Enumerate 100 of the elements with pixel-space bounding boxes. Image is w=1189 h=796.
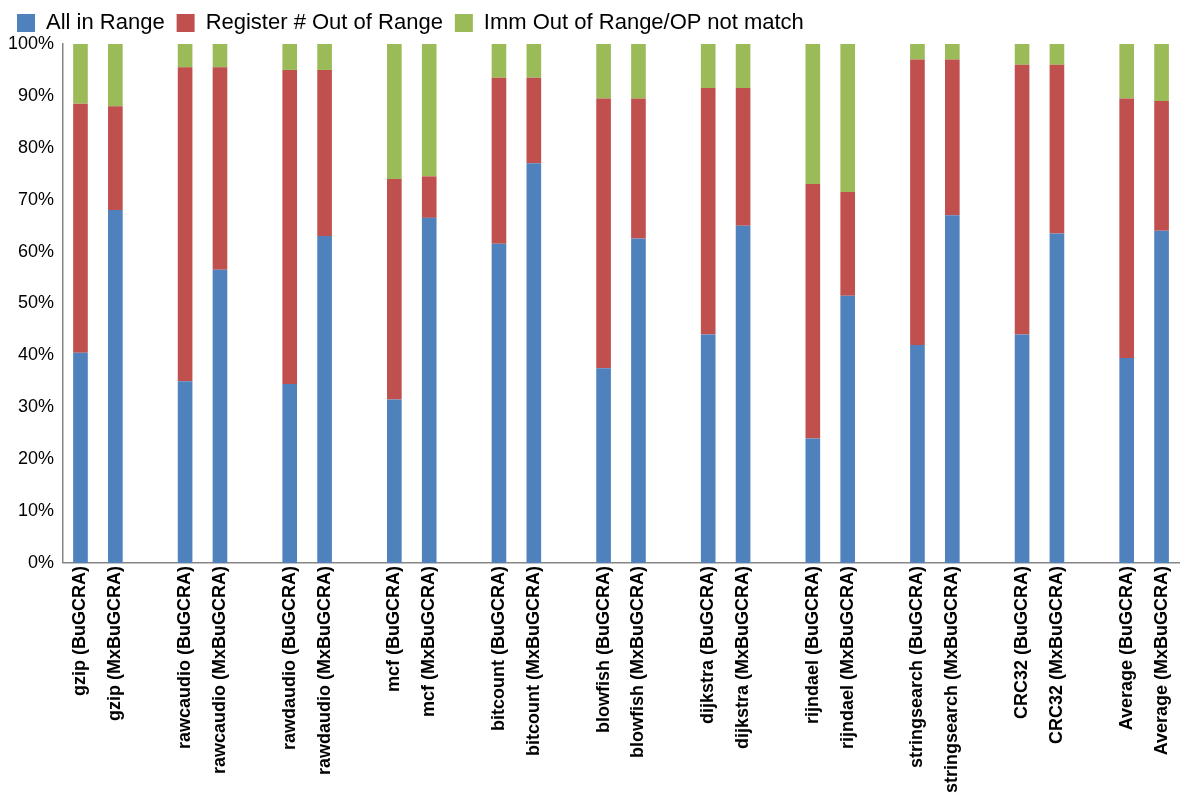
- legend-label: All in Range: [46, 9, 165, 35]
- bar: [387, 44, 402, 179]
- x-tick-label: gzip (BuGCRA): [69, 565, 90, 696]
- bar: [421, 217, 437, 563]
- bar: [212, 67, 228, 270]
- bar: [735, 225, 751, 563]
- bar: [73, 103, 88, 353]
- y-tick-label: 20%: [18, 448, 55, 469]
- bar: [805, 438, 821, 563]
- x-tick-label: rawcaudio (BuGCRA): [174, 565, 195, 749]
- bar: [1119, 98, 1135, 358]
- bar: [735, 88, 751, 226]
- bar: [1014, 64, 1030, 335]
- x-tick-label: dijkstra (MxBuGCRA): [732, 565, 753, 749]
- bar: [177, 44, 193, 68]
- bar: [1049, 44, 1065, 65]
- bar: [421, 44, 437, 177]
- x-tick-label: rijndael (BuGCRA): [801, 565, 822, 724]
- y-tick-label: 60%: [18, 240, 55, 261]
- y-tick-label: 0%: [28, 551, 55, 572]
- bar: [491, 77, 507, 244]
- bar: [945, 44, 960, 60]
- y-tick-label: 50%: [18, 292, 55, 313]
- bar: [596, 44, 611, 99]
- bar: [526, 163, 542, 563]
- bar: [1154, 101, 1169, 231]
- bar: [910, 345, 925, 563]
- y-tick-label: 40%: [18, 344, 55, 365]
- x-tick-label: Average (MxBuGCRA): [1150, 565, 1171, 756]
- bar: [73, 44, 88, 104]
- bar: [840, 295, 856, 563]
- x-tick-label: Average (BuGCRA): [1115, 565, 1136, 731]
- bar: [387, 399, 402, 563]
- y-tick-label: 10%: [18, 500, 55, 521]
- bar: [631, 238, 646, 563]
- bar: [108, 44, 123, 107]
- x-tick-label: bitcount (BuGCRA): [487, 565, 508, 731]
- bar: [945, 215, 960, 563]
- bar: [1049, 64, 1065, 234]
- y-tick-label: 90%: [18, 84, 55, 105]
- legend-label: Register # Out of Range: [205, 9, 443, 35]
- bar: [317, 69, 332, 237]
- bar: [1119, 357, 1135, 563]
- bar: [735, 44, 751, 89]
- bar: [1154, 44, 1169, 102]
- legend-label: Imm Out of Range/OP not match: [483, 9, 804, 35]
- bar: [108, 210, 123, 563]
- bar: [840, 44, 856, 192]
- x-tick-label: CRC32 (BuGCRA): [1011, 565, 1032, 719]
- bar: [387, 178, 402, 400]
- bar: [177, 67, 193, 382]
- x-tick-label: rawdaudio (MxBuGCRA): [313, 565, 334, 775]
- bar: [700, 44, 716, 89]
- x-tick-label: blowfish (BuGCRA): [592, 565, 613, 733]
- bar: [317, 44, 332, 70]
- bar: [1119, 44, 1135, 99]
- bar: [596, 368, 611, 563]
- bar: [805, 44, 821, 185]
- bar: [700, 334, 716, 563]
- x-tick-label: blowfish (MxBuGCRA): [627, 565, 648, 758]
- bar: [631, 44, 646, 99]
- bar: [491, 44, 507, 78]
- bar: [805, 184, 821, 439]
- bar: [1014, 44, 1030, 65]
- x-tick-label: rijndael (MxBuGCRA): [836, 565, 857, 749]
- bar: [282, 69, 298, 384]
- bar: [945, 59, 960, 216]
- bar: [910, 44, 925, 60]
- bar: [596, 98, 611, 369]
- y-tick-label: 100%: [7, 32, 55, 53]
- bar: [282, 44, 298, 70]
- x-tick-label: bitcount (MxBuGCRA): [522, 565, 543, 756]
- x-tick-label: mcf (MxBuGCRA): [418, 565, 439, 717]
- y-tick-label: 70%: [18, 188, 55, 209]
- x-tick-label: dijkstra (BuGCRA): [697, 565, 718, 724]
- bar: [212, 269, 228, 563]
- bar: [840, 191, 856, 296]
- bar: [1154, 230, 1169, 563]
- x-tick-label: rawdaudio (BuGCRA): [278, 565, 299, 750]
- x-tick-label: stringsearch (MxBuGCRA): [941, 565, 962, 793]
- bar: [631, 98, 646, 239]
- x-tick-label: mcf (BuGCRA): [383, 565, 404, 692]
- bar: [212, 44, 228, 68]
- bar: [910, 59, 925, 345]
- bar: [108, 106, 123, 211]
- y-tick-label: 80%: [18, 136, 55, 157]
- y-tick-label: 30%: [18, 396, 55, 417]
- x-tick-label: stringsearch (BuGCRA): [906, 565, 927, 768]
- bar: [177, 381, 193, 563]
- bar: [421, 176, 437, 218]
- bar: [317, 236, 332, 563]
- x-tick-label: CRC32 (MxBuGCRA): [1045, 565, 1066, 744]
- bar: [526, 44, 542, 78]
- x-tick-label: gzip (MxBuGCRA): [104, 565, 125, 721]
- bar: [526, 77, 542, 164]
- x-tick-label: rawcaudio (MxBuGCRA): [208, 565, 229, 774]
- bar: [282, 383, 298, 563]
- bar: [73, 352, 88, 563]
- bar: [491, 243, 507, 563]
- bar: [1049, 233, 1065, 563]
